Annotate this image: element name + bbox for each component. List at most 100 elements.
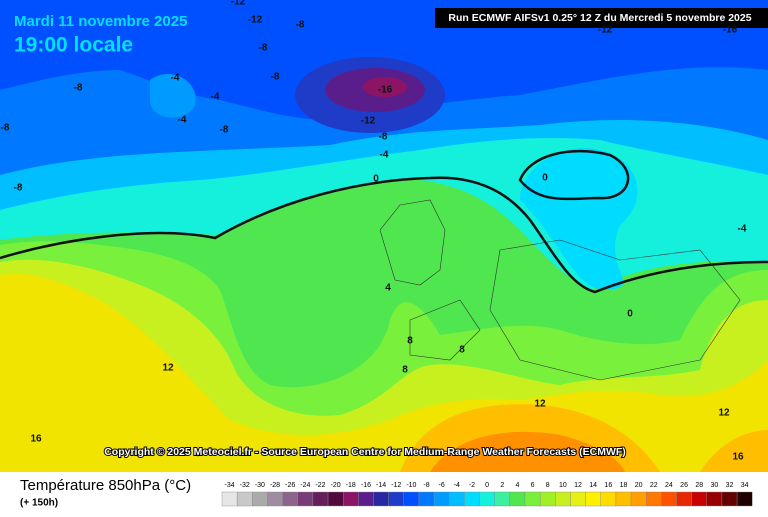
date: Mardi 11 novembre 2025 (14, 13, 187, 30)
contour-label: -8 (271, 72, 280, 83)
legend-swatch (706, 491, 723, 507)
legend-label: 2 (500, 482, 504, 489)
contour-label: -8 (74, 83, 83, 94)
legend-label: 20 (635, 482, 643, 489)
contour-label: 8 (459, 345, 465, 356)
legend-swatch (343, 491, 359, 507)
legend-swatch (252, 491, 268, 507)
contour-label: -12 (231, 0, 246, 8)
legend-swatch (403, 491, 420, 507)
legend-swatch (509, 491, 526, 507)
cold-core (363, 77, 407, 97)
legend-label: -8 (423, 482, 429, 489)
contour-label: 0 (542, 173, 548, 184)
legend-label: 30 (710, 482, 718, 489)
legend-label: 24 (665, 482, 673, 489)
legend-swatch (418, 491, 435, 507)
legend-swatch (373, 491, 389, 507)
contour-label: -8 (1, 123, 10, 134)
legend-swatch (555, 491, 571, 507)
legend-label: -28 (270, 482, 280, 489)
contour-label: 16 (732, 452, 744, 463)
contour-label: 12 (718, 408, 730, 419)
run-box (435, 8, 768, 28)
contour-label: 8 (402, 365, 408, 376)
legend-swatch (661, 491, 677, 507)
contour-label: -4 (738, 224, 747, 235)
contour-label: -12 (248, 15, 263, 26)
legend-label: 18 (620, 482, 628, 489)
contour-label: 0 (373, 174, 379, 185)
legend-label: -10 (406, 482, 416, 489)
contour-label: -4 (178, 115, 187, 126)
legend-label: -16 (361, 482, 371, 489)
legend-swatch (676, 491, 692, 507)
contour-label: 8 (407, 336, 413, 347)
legend-swatch (721, 491, 738, 507)
contour-label: -12 (361, 116, 376, 127)
contour-label: -12 (598, 25, 613, 36)
legend-swatch (539, 491, 556, 507)
contour-label: -16 (723, 25, 738, 36)
legend-label: -34 (225, 482, 235, 489)
legend-subtitle: (+ 150h) (20, 498, 58, 509)
cold-pool (520, 148, 638, 290)
legend-swatch (282, 491, 298, 507)
legend-label: -26 (285, 482, 295, 489)
legend-label: -32 (240, 482, 250, 489)
legend-swatch (494, 491, 511, 507)
legend-label: -14 (376, 482, 386, 489)
legend-swatch (600, 491, 617, 507)
hot-zone (430, 431, 625, 472)
contour-label: -8 (296, 20, 305, 31)
contour-label: -8 (259, 43, 268, 54)
contour-label: 16 (30, 434, 42, 445)
copyright: Copyright © 2025 Meteociel.fr - Source E… (104, 446, 626, 458)
legend-label: 4 (515, 482, 519, 489)
legend-swatch (388, 491, 404, 507)
legend-label: -12 (391, 482, 401, 489)
legend-label: -2 (469, 482, 475, 489)
contour-label: 12 (162, 363, 174, 374)
run-info: Run ECMWF AIFSv1 0.25° 12 Z du Mercredi … (448, 12, 751, 24)
warm-zone (700, 430, 768, 472)
legend-label: 28 (695, 482, 703, 489)
legend-label: 32 (726, 482, 734, 489)
contour-label: -4 (380, 150, 389, 161)
contour-label: -4 (211, 92, 220, 103)
contour-label: 12 (534, 399, 546, 410)
legend-swatch (646, 491, 662, 507)
legend-label: 10 (559, 482, 567, 489)
zero-isotherm (518, 149, 630, 201)
legend-swatch (267, 491, 283, 507)
legend-label: 0 (485, 482, 489, 489)
contour-label: 4 (385, 283, 391, 294)
legend-swatch (433, 491, 450, 507)
legend-label: -30 (255, 482, 265, 489)
legend-label: -24 (300, 482, 310, 489)
legend-swatch (236, 491, 253, 507)
legend-swatch (358, 491, 374, 507)
greenland-pocket (150, 74, 196, 118)
legend-swatch (570, 491, 586, 507)
legend-label: -6 (439, 482, 445, 489)
legend-label: -20 (331, 482, 341, 489)
contour-label: -8 (379, 132, 388, 143)
time: 19:00 locale (14, 34, 133, 57)
legend-title: Température 850hPa (°C) (20, 477, 191, 494)
legend-label: -18 (346, 482, 356, 489)
legend-label: 16 (604, 482, 612, 489)
contour-label: -4 (171, 73, 180, 84)
legend-label: 22 (650, 482, 658, 489)
legend-label: -4 (454, 482, 460, 489)
legend-label: 26 (680, 482, 688, 489)
contour-label: -16 (378, 85, 393, 96)
legend-label: 14 (589, 482, 597, 489)
coastline (379, 199, 741, 381)
contour-label: -8 (220, 125, 229, 136)
legend-swatch (312, 491, 329, 507)
legend-swatch (630, 491, 647, 507)
legend-swatch (615, 491, 632, 507)
legend-swatch (297, 491, 314, 507)
